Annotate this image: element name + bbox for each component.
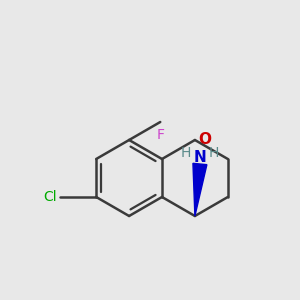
Text: N: N	[194, 151, 206, 166]
Text: Cl: Cl	[44, 190, 57, 204]
Text: H: H	[181, 146, 191, 160]
Text: F: F	[156, 128, 164, 142]
Text: O: O	[198, 133, 211, 148]
Text: H: H	[209, 146, 219, 160]
Polygon shape	[193, 163, 207, 216]
